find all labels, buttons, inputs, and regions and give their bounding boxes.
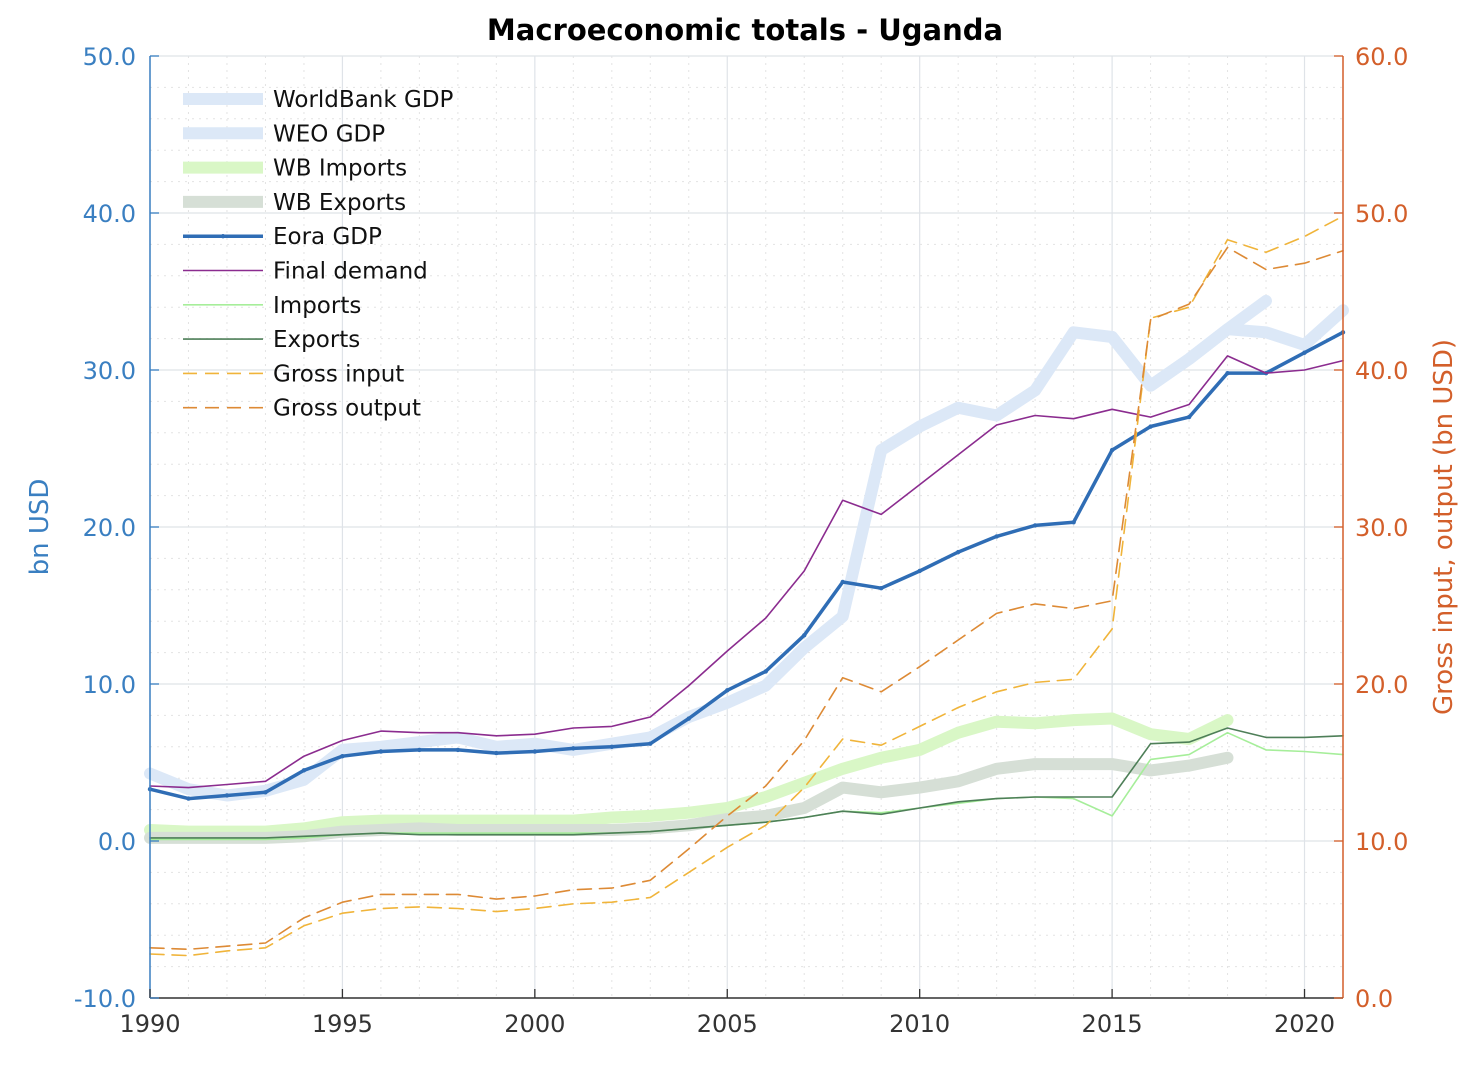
series-point — [1186, 414, 1192, 420]
legend-label: Exports — [273, 327, 360, 353]
series-point — [1071, 520, 1076, 525]
series-line-9 — [149, 246, 1344, 951]
series-line-2 — [144, 712, 1234, 838]
series-point — [917, 568, 922, 574]
series-point — [725, 688, 730, 693]
legend: WorldBank GDP WEO GDP WB Imports WB Exports… — [183, 87, 454, 422]
series-point — [186, 796, 191, 801]
y-tick-label-right: 40.0 — [1355, 357, 1408, 385]
series-point — [840, 579, 845, 585]
series-point — [648, 741, 653, 746]
y-tick-label-left: 10.0 — [83, 671, 136, 699]
legend-label: Gross output — [273, 396, 421, 422]
legend-label: WorldBank GDP — [273, 87, 454, 113]
y-tick-label-left: 40.0 — [83, 200, 136, 228]
series-point — [686, 716, 691, 721]
series-line-5 — [149, 355, 1344, 789]
y-tick-label-right: 10.0 — [1355, 828, 1408, 856]
y-tick-label-right: 0.0 — [1355, 985, 1393, 1013]
legend-label: Final demand — [273, 259, 428, 285]
series-point — [1148, 424, 1153, 429]
y-tick-label-left: 20.0 — [83, 514, 136, 542]
x-tick-label: 2015 — [1082, 1010, 1143, 1038]
x-tick-label: 2020 — [1274, 1010, 1335, 1038]
legend-marker — [220, 234, 226, 239]
legend-label: Eora GDP — [273, 224, 382, 250]
y-axis-label-left: bn USD — [25, 479, 55, 576]
y-tick-label-left: 50.0 — [83, 43, 136, 71]
series-point — [224, 793, 230, 798]
y-tick-label-right: 50.0 — [1355, 200, 1408, 228]
series-point — [455, 747, 461, 753]
y-axis-label-right: Gross input, output (bn USD) — [1429, 339, 1459, 715]
series-point — [571, 746, 576, 751]
legend-label: WB Exports — [273, 190, 406, 216]
legend-label: Imports — [273, 293, 361, 319]
series-point — [263, 790, 268, 795]
series-line-3 — [144, 751, 1234, 844]
y-tick-label-right: 30.0 — [1355, 514, 1408, 542]
y-tick-label-right: 60.0 — [1355, 43, 1408, 71]
x-tick-label: 1990 — [119, 1010, 180, 1038]
x-tick-label: 1995 — [312, 1010, 373, 1038]
series-point — [609, 744, 615, 749]
series-point — [994, 534, 999, 539]
series-point — [417, 747, 422, 753]
series-line-4 — [148, 330, 1345, 801]
legend-label: WEO GDP — [273, 121, 385, 147]
chart-title: Macroeconomic totals - Uganda — [487, 13, 1003, 47]
legend-label: WB Imports — [273, 156, 407, 182]
series-line-1 — [1106, 304, 1349, 392]
series-point — [1302, 350, 1307, 355]
x-tick-label: 2010 — [889, 1010, 950, 1038]
y-tick-label-left: 30.0 — [83, 357, 136, 385]
series-point — [1032, 523, 1038, 528]
series-point — [1225, 370, 1230, 376]
y-tick-label-left: -10.0 — [74, 985, 136, 1013]
series-line-7 — [149, 727, 1344, 839]
series-line-0 — [144, 294, 1272, 802]
series-point — [532, 749, 538, 754]
x-tick-label: 2005 — [697, 1010, 758, 1038]
x-tick-label: 2000 — [504, 1010, 565, 1038]
series-point — [301, 768, 307, 773]
series-point — [1109, 447, 1115, 453]
series-point — [763, 669, 768, 674]
legend-label: Gross input — [273, 361, 404, 387]
series-point — [494, 750, 499, 756]
series-point — [802, 633, 807, 638]
series-point — [378, 749, 384, 754]
series-point — [878, 586, 884, 591]
y-tick-label-left: 0.0 — [98, 828, 136, 856]
series-point — [955, 549, 961, 555]
series-layer — [144, 215, 1349, 957]
y-tick-label-right: 20.0 — [1355, 671, 1408, 699]
ticks: 1990 1995 2000 2005 2010 2015 2020 -10.0 0.0 10.0… — [74, 43, 1409, 1038]
series-point — [340, 754, 345, 759]
